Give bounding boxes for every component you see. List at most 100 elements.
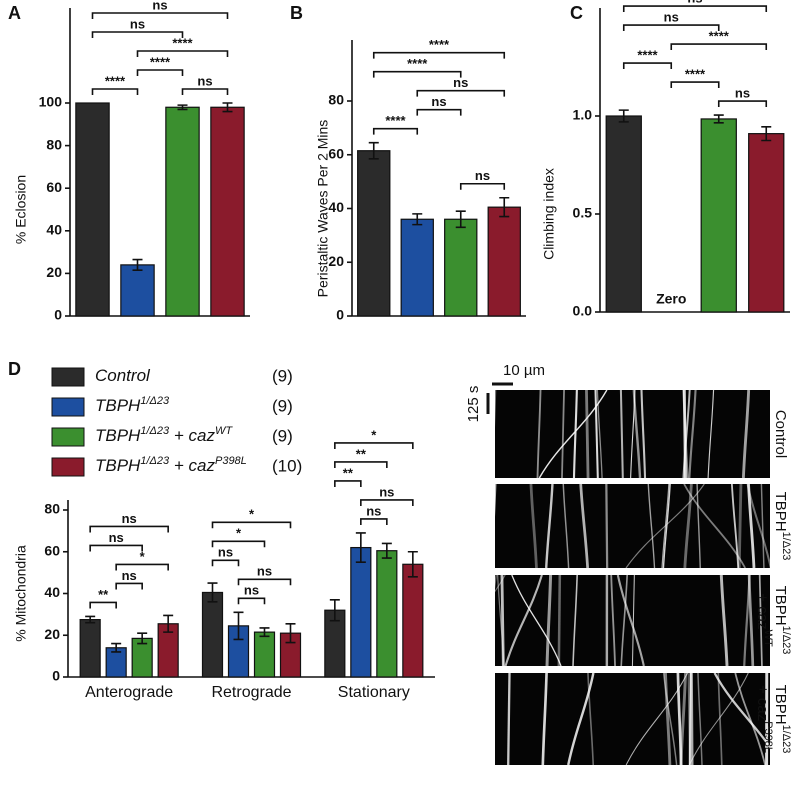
significance-bracket bbox=[622, 62, 673, 70]
kymograph-label: + cazP398L bbox=[754, 685, 774, 753]
significance-bracket bbox=[211, 559, 240, 567]
text-part: TBPH bbox=[95, 456, 141, 475]
y-tick-label: 20 bbox=[46, 264, 62, 280]
kymograph-panel: 10 µm 125 s bbox=[465, 362, 770, 765]
error-bar bbox=[163, 614, 174, 633]
kymo-trace bbox=[625, 673, 688, 765]
y-tick-label: 40 bbox=[328, 199, 344, 215]
kymo-trace bbox=[544, 484, 554, 568]
kymo-trace bbox=[625, 484, 705, 568]
kymo-trace bbox=[664, 673, 672, 765]
kymo-trace bbox=[717, 673, 723, 765]
kymo-trace bbox=[640, 390, 647, 478]
scale-y-label: 125 s bbox=[465, 386, 482, 423]
kymo-trace bbox=[495, 484, 497, 518]
significance-label: ns bbox=[122, 511, 137, 526]
bar bbox=[444, 218, 478, 317]
kymo-trace bbox=[647, 484, 656, 568]
error-bar bbox=[132, 258, 143, 272]
legend-swatch bbox=[51, 367, 85, 387]
significance-label: ns bbox=[431, 94, 446, 109]
significance-label: ns bbox=[735, 85, 750, 100]
y-tick-label: 20 bbox=[44, 626, 60, 642]
legend-label: Control bbox=[95, 366, 151, 385]
kymo-trace bbox=[545, 575, 553, 666]
panel-letter: D bbox=[8, 359, 21, 379]
significance-label: **** bbox=[685, 66, 706, 81]
significance-bracket bbox=[91, 12, 229, 19]
legend-count: (10) bbox=[272, 456, 302, 475]
kymo-trace bbox=[676, 673, 683, 765]
significance-label: **** bbox=[407, 56, 428, 71]
y-tick-label: 60 bbox=[328, 145, 344, 161]
kymo-trace bbox=[557, 575, 562, 666]
error-bar bbox=[285, 622, 296, 644]
significance-label: **** bbox=[637, 47, 658, 62]
superscript: P398L bbox=[762, 721, 774, 753]
error-bar bbox=[355, 532, 366, 563]
kymo-trace bbox=[632, 390, 642, 478]
superscript: 1/Δ23 bbox=[140, 455, 170, 467]
kymo-trace bbox=[596, 390, 603, 478]
y-tick-label: 80 bbox=[46, 136, 62, 152]
significance-label: ** bbox=[356, 446, 367, 461]
error-bar bbox=[381, 542, 392, 559]
kymo-trace bbox=[713, 673, 770, 750]
y-tick-label: 80 bbox=[328, 92, 344, 108]
kymograph-label: TBPH1/Δ23 bbox=[772, 586, 792, 655]
kymo-trace bbox=[707, 390, 715, 478]
y-tick-label: 80 bbox=[44, 501, 60, 517]
kymo-trace bbox=[536, 390, 542, 478]
error-bar bbox=[761, 125, 772, 142]
text-part: + caz bbox=[754, 593, 771, 629]
significance-bracket bbox=[372, 127, 419, 135]
significance-bracket bbox=[136, 50, 229, 57]
legend-swatch bbox=[51, 397, 85, 417]
y-tick-label: 0 bbox=[54, 307, 62, 323]
error-bar bbox=[407, 550, 418, 578]
significance-label: ** bbox=[98, 587, 109, 602]
kymo-trace bbox=[747, 575, 755, 666]
error-bar bbox=[177, 104, 188, 111]
kymo-trace bbox=[662, 484, 671, 568]
bar bbox=[400, 218, 434, 317]
superscript: 1/Δ23 bbox=[140, 425, 170, 437]
kymo-trace bbox=[538, 390, 608, 478]
error-bar bbox=[329, 598, 340, 622]
bar bbox=[487, 206, 521, 317]
significance-label: ns bbox=[453, 75, 468, 90]
y-axis-label: % Eclosion bbox=[13, 175, 29, 244]
kymo-trace bbox=[746, 484, 770, 568]
text-part: TBPH bbox=[772, 492, 789, 532]
panel-letter: A bbox=[8, 3, 21, 23]
significance-label: **** bbox=[150, 54, 171, 69]
significance-bracket bbox=[360, 499, 414, 506]
significance-label: ns bbox=[109, 530, 124, 545]
kymo-trace bbox=[687, 673, 691, 765]
y-axis-label: Climbing index bbox=[541, 168, 557, 260]
bar bbox=[748, 133, 785, 313]
error-bar bbox=[412, 213, 423, 226]
y-tick-label: 0 bbox=[336, 307, 344, 323]
significance-bracket bbox=[237, 597, 266, 605]
text-part: TBPH bbox=[772, 586, 789, 626]
bar bbox=[700, 118, 737, 313]
kymo-trace bbox=[587, 673, 595, 765]
bar bbox=[253, 631, 276, 678]
significance-bracket bbox=[181, 88, 229, 95]
bar bbox=[75, 102, 110, 317]
superscript: P398L bbox=[215, 455, 247, 467]
x-tick-label: Anterograde bbox=[85, 684, 173, 701]
kymograph bbox=[495, 390, 770, 478]
significance-bracket bbox=[622, 24, 720, 32]
bar bbox=[165, 106, 200, 317]
significance-label: * bbox=[140, 549, 146, 564]
text-part: TBPH bbox=[95, 396, 141, 415]
bar bbox=[376, 550, 398, 678]
kymo-trace bbox=[696, 484, 701, 568]
error-bar bbox=[137, 632, 148, 645]
kymo-trace bbox=[585, 390, 590, 478]
kymo-trace bbox=[734, 673, 767, 765]
y-tick-label: 60 bbox=[46, 179, 62, 195]
